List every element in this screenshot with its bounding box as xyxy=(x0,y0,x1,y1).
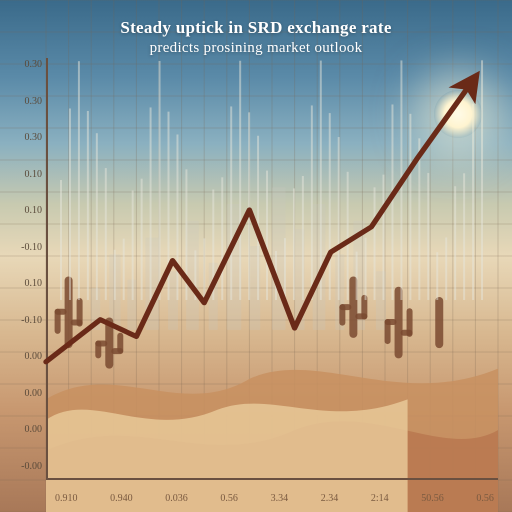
y-axis: 0.30 0.30 0.30 0.10 0.10 -0.10 0.10 -0.10 0.00 0.… xyxy=(6,60,42,472)
x-tick: 0.940 xyxy=(110,493,133,504)
y-tick: -0.10 xyxy=(6,243,42,253)
y-tick: 0.00 xyxy=(6,389,42,399)
y-tick: 0.30 xyxy=(6,97,42,107)
plot-area xyxy=(46,58,498,480)
y-tick: 0.10 xyxy=(6,206,42,216)
x-tick: 2.34 xyxy=(321,493,339,504)
y-tick: 0.30 xyxy=(6,133,42,143)
y-tick: -0.10 xyxy=(6,316,42,326)
y-tick: 0.10 xyxy=(6,279,42,289)
y-tick: 0.30 xyxy=(6,60,42,70)
title-line-1: Steady uptick in SRD exchange rate xyxy=(26,18,487,38)
x-tick: 2:14 xyxy=(371,493,389,504)
y-tick: 0.00 xyxy=(6,352,42,362)
x-tick: 3.34 xyxy=(271,493,289,504)
y-tick: -0.00 xyxy=(6,462,42,472)
title-line-2: predicts prosining market outlook xyxy=(26,40,487,57)
chart-canvas: Steady uptick in SRD exchange rate predi… xyxy=(0,0,512,512)
x-tick: 50.56 xyxy=(421,493,444,504)
x-tick: 0.56 xyxy=(476,493,494,504)
x-tick: 0.910 xyxy=(55,493,78,504)
trend-line xyxy=(46,83,471,362)
y-tick: 0.10 xyxy=(6,170,42,180)
x-axis: 0.910 0.940 0.036 0.56 3.34 2.34 2:14 50.56 0.56 xyxy=(55,493,494,504)
x-tick: 0.56 xyxy=(220,493,238,504)
chart-title: Steady uptick in SRD exchange rate predi… xyxy=(26,18,487,57)
x-tick: 0.036 xyxy=(165,493,188,504)
y-tick: 0.00 xyxy=(6,425,42,435)
